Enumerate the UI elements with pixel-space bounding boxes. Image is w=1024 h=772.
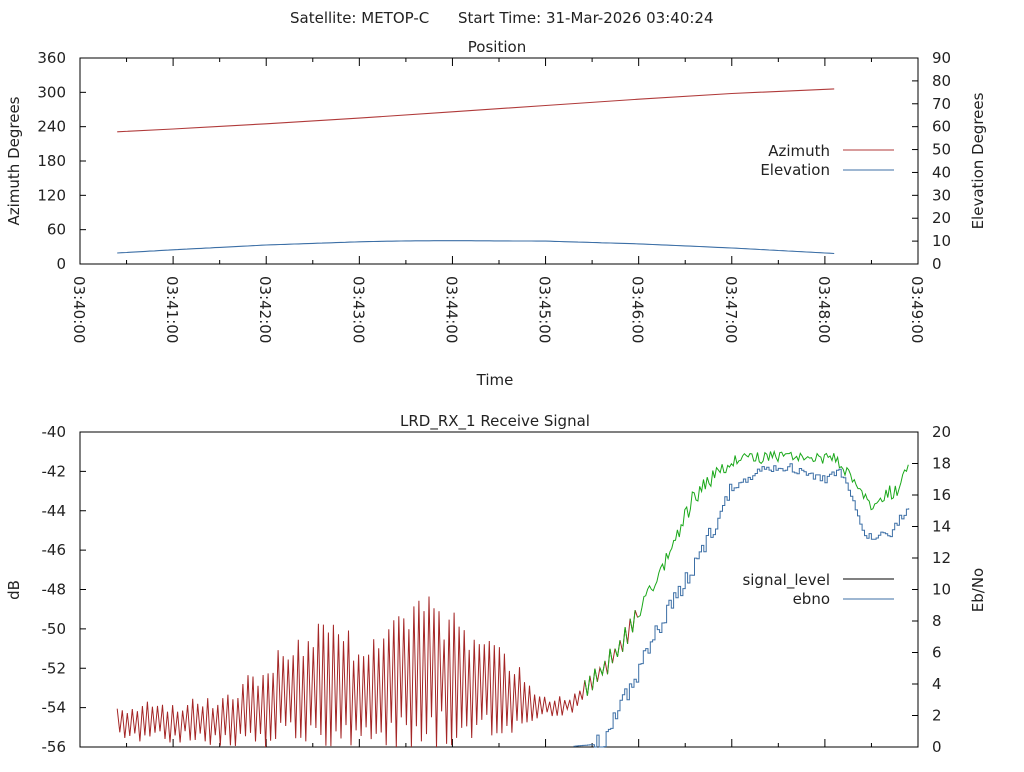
azimuth-series-line (117, 88, 835, 133)
legend-elevation-label: Elevation (760, 161, 830, 179)
signal-y-tick-label: -56 (42, 738, 67, 756)
position-y2-tick-label: 90 (932, 49, 951, 67)
signal-y2-tick-label: 6 (932, 644, 942, 662)
position-y2-tick-label: 70 (932, 95, 951, 113)
position-x-tick-label: 03:44:00 (442, 276, 460, 343)
position-y-tick-label: 360 (37, 49, 66, 67)
elevation-series-line (117, 240, 835, 255)
position-xlabel: Time (476, 371, 514, 389)
signal-y-tick-label: -52 (42, 659, 67, 677)
signal-y-tick-label: -42 (42, 462, 67, 480)
position-y-tick-label: 120 (37, 186, 66, 204)
position-y2-tick-label: 80 (932, 72, 951, 90)
signal-y-tick-label: -48 (42, 581, 67, 599)
signal-y2-tick-label: 8 (932, 612, 942, 630)
signal-y2-tick-label: 18 (932, 455, 951, 473)
signal-y2-tick-label: 4 (932, 675, 942, 693)
signal-y2label: Eb/No (969, 568, 987, 612)
ebno-series-line (573, 463, 910, 748)
start-time-label: Start Time: 31-Mar-2026 03:40:24 (458, 9, 714, 27)
signal-y-tick-label: -50 (42, 620, 67, 638)
signal-y2-tick-label: 12 (932, 549, 951, 567)
position-title: Position (468, 38, 526, 56)
position-x-tick-label: 03:43:00 (349, 276, 367, 343)
position-y-tick-label: 240 (37, 118, 66, 136)
position-x-tick-label: 03:48:00 (815, 276, 833, 343)
signal-y-tick-label: -54 (42, 699, 67, 717)
signal-y2-tick-label: 0 (932, 738, 942, 756)
position-x-tick-label: 03:46:00 (629, 276, 647, 343)
position-y2-tick-label: 10 (932, 232, 951, 250)
signal-y2-tick-label: 16 (932, 486, 951, 504)
signal-y-tick-label: -46 (42, 541, 67, 559)
position-y2-tick-label: 60 (932, 118, 951, 136)
position-x-tick-label: 03:45:00 (536, 276, 554, 343)
legend-azimuth-label: Azimuth (768, 142, 830, 160)
position-y2label: Elevation Degrees (969, 92, 987, 229)
signal-y2-tick-label: 2 (932, 707, 942, 725)
position-x-tick-label: 03:42:00 (256, 276, 274, 343)
signal-y2-tick-label: 14 (932, 518, 951, 536)
signal-ylabel: dB (5, 580, 23, 600)
signal-y2-tick-label: 10 (932, 581, 951, 599)
satellite-label: Satellite: METOP-C (290, 9, 429, 27)
position-x-tick-label: 03:41:00 (163, 276, 181, 343)
signal-y2-tick-label: 20 (932, 423, 951, 441)
signal-level-good-series-line (584, 449, 909, 696)
position-x-tick-label: 03:40:00 (70, 276, 88, 343)
legend-ebno-label: ebno (793, 590, 830, 608)
position-y2-tick-label: 0 (932, 255, 942, 273)
position-y-tick-label: 180 (37, 152, 66, 170)
signal-y-tick-label: -44 (42, 502, 67, 520)
position-y-tick-label: 300 (37, 83, 66, 101)
position-x-tick-label: 03:49:00 (908, 276, 926, 343)
signal-y-tick-label: -40 (42, 423, 67, 441)
signal-level-series-line (116, 596, 639, 748)
position-y-tick-label: 60 (47, 221, 66, 239)
position-y2-tick-label: 30 (932, 186, 951, 204)
position-y2-tick-label: 20 (932, 209, 951, 227)
position-ylabel: Azimuth Degrees (5, 96, 23, 225)
position-y2-tick-label: 50 (932, 141, 951, 159)
legend-signal-level-label: signal_level (742, 571, 830, 590)
position-y2-tick-label: 40 (932, 163, 951, 181)
position-y-tick-label: 0 (56, 255, 66, 273)
position-x-tick-label: 03:47:00 (722, 276, 740, 343)
signal-title: LRD_RX_1 Receive Signal (400, 412, 590, 431)
